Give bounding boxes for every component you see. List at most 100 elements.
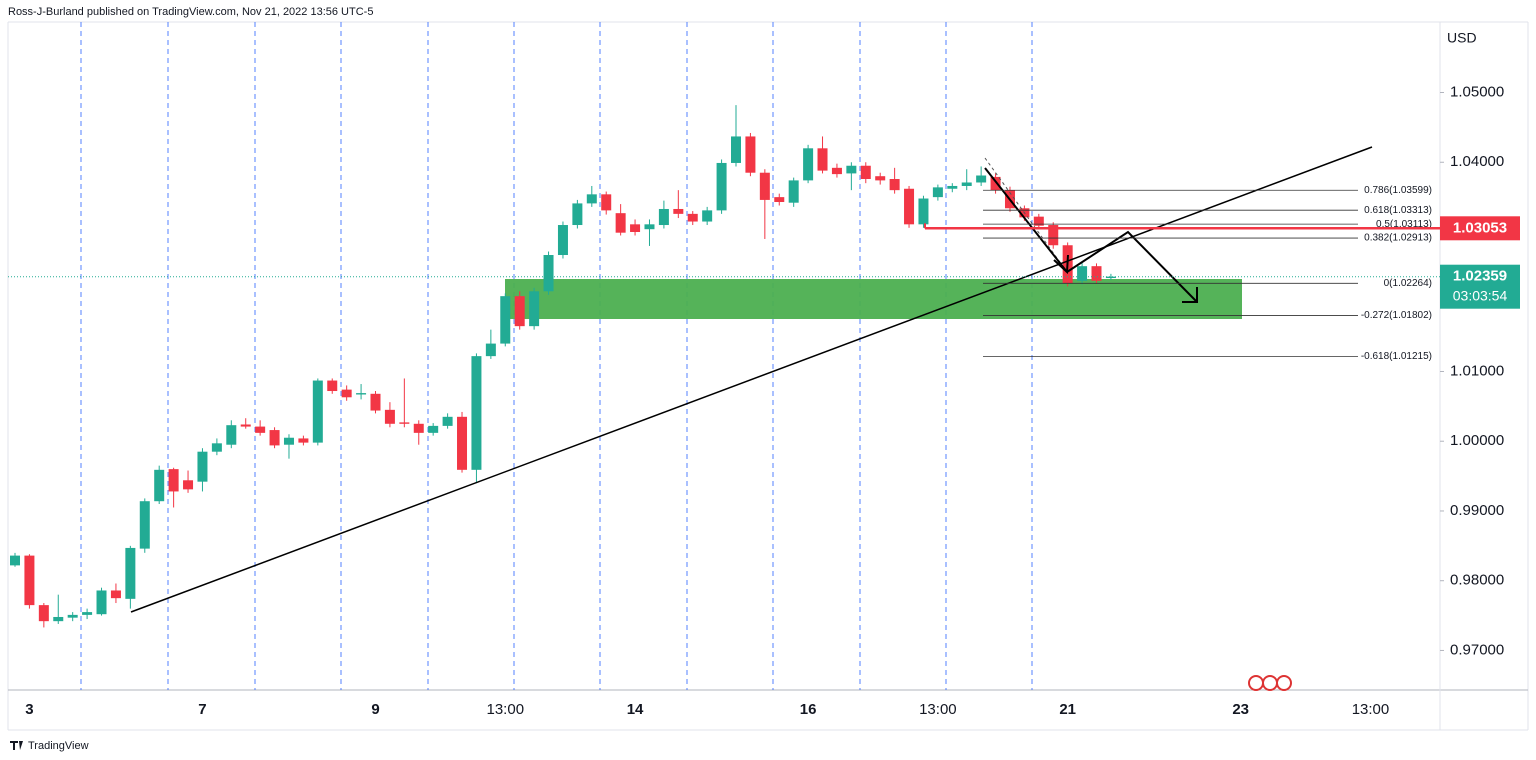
candle-body: [96, 590, 107, 615]
x-tick-label: 23: [1232, 701, 1249, 718]
candle-body: [803, 148, 814, 181]
x-tick-label: 13:00: [487, 701, 525, 718]
candle-body: [154, 469, 165, 502]
candle-body: [298, 438, 309, 443]
x-tick-label: 7: [198, 701, 206, 718]
candle-body: [1105, 276, 1116, 279]
candle-body: [990, 176, 1001, 191]
candle-body: [211, 443, 222, 452]
candle-body: [644, 224, 655, 230]
candle-body: [788, 180, 799, 203]
candle-body: [110, 590, 121, 599]
candle-body: [413, 423, 424, 433]
candle-body: [125, 547, 136, 599]
candle-body: [586, 194, 597, 204]
candle-body: [53, 616, 64, 622]
x-tick-label: 14: [627, 701, 644, 718]
candle-body: [702, 210, 713, 222]
price-line-label: 1.03053: [1453, 219, 1507, 236]
fib-label: 0.382(1.02913): [1364, 233, 1432, 244]
day-separators: [80, 22, 1033, 690]
candle-body: [457, 416, 468, 470]
candle-body: [759, 172, 770, 200]
candle-body: [947, 185, 958, 189]
attribution: Ross-J-Burland published on TradingView.…: [8, 6, 373, 18]
candle-body: [774, 197, 785, 203]
y-tick-label: 0.98000: [1450, 572, 1504, 589]
candle-body: [341, 389, 352, 398]
fib-label: -0.272(1.01802): [1361, 310, 1432, 321]
candle-body: [168, 469, 179, 492]
fib-label: 0.786(1.03599): [1364, 185, 1432, 196]
y-tick-label: 1.00000: [1450, 432, 1504, 449]
candle-body: [514, 296, 525, 327]
fib-label: -0.618(1.01215): [1361, 351, 1432, 362]
candle-body: [442, 416, 453, 426]
candle-body: [255, 426, 266, 433]
y-tick-label: 1.04000: [1450, 153, 1504, 170]
candle-body: [327, 380, 338, 392]
candle-body: [745, 136, 756, 173]
brand-logo: [10, 741, 23, 750]
candle-body: [529, 291, 540, 327]
y-tick-label: 1.05000: [1450, 83, 1504, 100]
candle-body: [961, 182, 972, 186]
last-price-label: 1.02359: [1453, 268, 1507, 285]
x-tick-label: 3: [25, 701, 33, 718]
candle-body: [615, 213, 626, 233]
candle-body: [197, 451, 208, 482]
candle-body: [67, 614, 78, 618]
candle-body: [658, 208, 669, 226]
candle-body: [1033, 216, 1044, 226]
support-zone: [505, 279, 1242, 319]
candle-body: [731, 136, 741, 163]
candle-body: [630, 224, 641, 232]
candle-body: [226, 425, 237, 445]
y-tick-label: 0.99000: [1450, 502, 1504, 519]
candle-body: [384, 409, 395, 424]
candle-body: [428, 425, 439, 433]
y-tick-label: 0.97000: [1450, 641, 1504, 658]
x-tick-label: 21: [1059, 701, 1076, 718]
price-line-box: [1440, 216, 1520, 241]
candle-body: [240, 424, 251, 427]
candle-body: [10, 555, 20, 566]
candle-body: [1077, 266, 1088, 281]
candle-body: [471, 356, 482, 470]
candle-body: [918, 198, 929, 225]
x-tick-label: 9: [371, 701, 379, 718]
candle-body: [932, 187, 943, 198]
candle-body: [139, 501, 150, 549]
brand: TradingView: [28, 740, 89, 752]
candle-body: [24, 555, 35, 606]
candle-body: [673, 208, 684, 214]
candle-body: [269, 430, 280, 446]
currency: USD: [1447, 30, 1477, 46]
candle-body: [82, 612, 93, 615]
candle-body: [716, 162, 727, 211]
candle-body: [817, 148, 828, 171]
y-tick-label: 1.01000: [1450, 362, 1504, 379]
candle-body: [1048, 225, 1059, 246]
projection-arrows: [984, 167, 1198, 303]
candle-body: [370, 393, 381, 411]
x-tick-label: 13:00: [1352, 701, 1390, 718]
candle-body: [356, 393, 367, 395]
x-tick-label: 16: [800, 701, 817, 718]
x-tick-label: 13:00: [919, 701, 957, 718]
candle-body: [875, 176, 886, 181]
countdown: 03:03:54: [1453, 287, 1508, 303]
candle-body: [976, 175, 987, 183]
candle-body: [399, 422, 410, 424]
fib-label: 0.618(1.03313): [1364, 205, 1432, 216]
candle-body: [904, 188, 915, 225]
candle-body: [572, 203, 583, 226]
candle-body: [38, 605, 49, 622]
candle-body: [889, 178, 900, 191]
candle-body: [500, 296, 511, 344]
candle-body: [283, 437, 294, 445]
candle-body: [846, 165, 857, 174]
candle-body: [485, 343, 496, 357]
